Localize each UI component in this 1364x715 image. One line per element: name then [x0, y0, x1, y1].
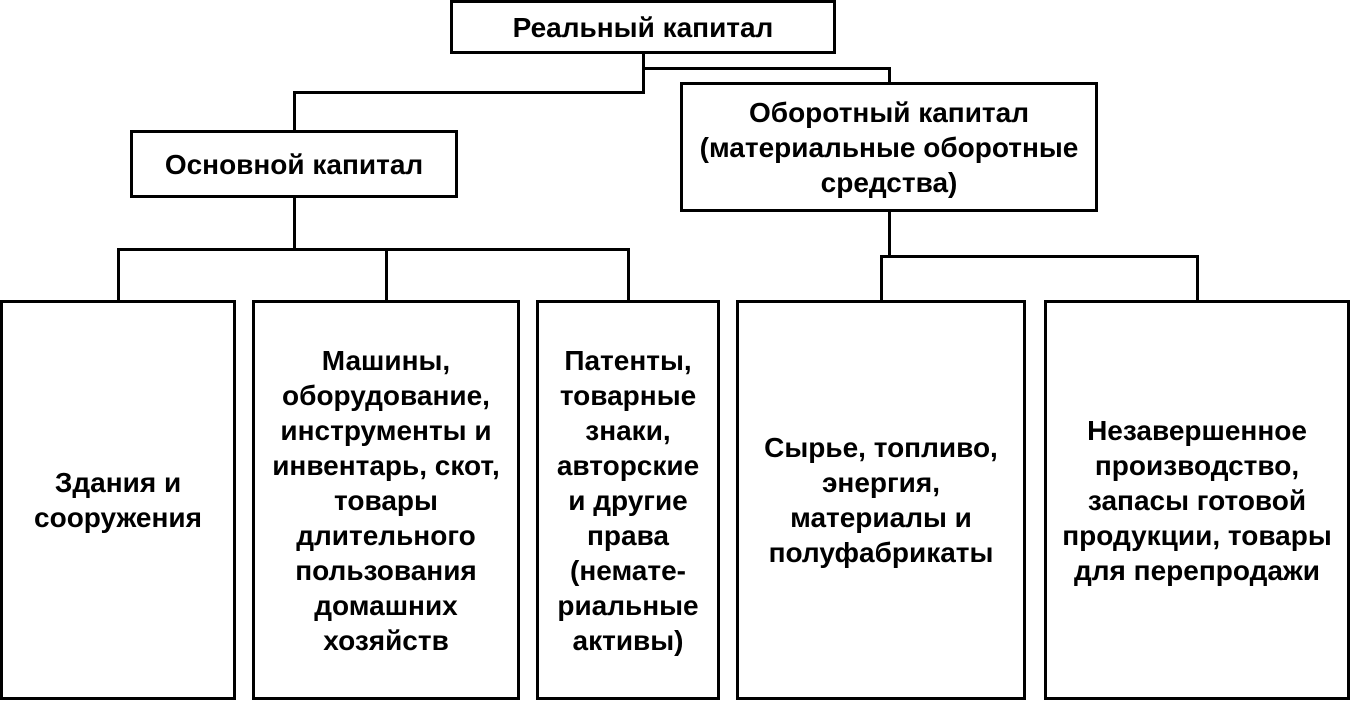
- connector-segment: [888, 68, 891, 82]
- node-root-label: Реальный капитал: [513, 10, 774, 45]
- connector-segment: [117, 249, 120, 300]
- node-fixed-capital: Основной капитал: [130, 130, 458, 198]
- node-leaf-wip: Незавершенное производство, запасы готов…: [1044, 300, 1350, 700]
- node-fixed-capital-label: Основной капитал: [165, 147, 423, 182]
- connector-segment: [293, 92, 296, 130]
- connector-segment: [627, 249, 630, 300]
- connector-segment: [888, 212, 891, 256]
- node-leaf-machines-label: Машины, оборудование, инструменты и инве…: [265, 343, 507, 658]
- connector-segment: [293, 248, 630, 251]
- connector-segment: [1196, 256, 1199, 300]
- node-leaf-patents-label: Патенты, товарные знаки, авторские и дру…: [549, 343, 707, 658]
- connector-segment: [880, 256, 883, 300]
- node-leaf-patents: Патенты, товарные знаки, авторские и дру…: [536, 300, 720, 700]
- node-leaf-raw-materials-label: Сырье, топливо, энергия, материалы и пол…: [749, 430, 1013, 570]
- node-leaf-buildings-label: Здания и сооружения: [13, 465, 223, 535]
- node-working-capital: Оборотный капитал (материальные оборотны…: [680, 82, 1098, 212]
- connector-segment: [293, 91, 645, 94]
- node-working-capital-label: Оборотный капитал (материальные оборотны…: [693, 95, 1085, 200]
- connector-segment: [293, 198, 296, 249]
- node-leaf-raw-materials: Сырье, топливо, энергия, материалы и пол…: [736, 300, 1026, 700]
- connector-segment: [385, 249, 388, 300]
- connector-segment: [642, 67, 891, 70]
- node-leaf-wip-label: Незавершенное производство, запасы готов…: [1057, 413, 1337, 588]
- node-leaf-machines: Машины, оборудование, инструменты и инве…: [252, 300, 520, 700]
- connector-segment: [117, 248, 296, 251]
- node-root: Реальный капитал: [450, 0, 836, 54]
- node-leaf-buildings: Здания и сооружения: [0, 300, 236, 700]
- connector-segment: [888, 255, 1199, 258]
